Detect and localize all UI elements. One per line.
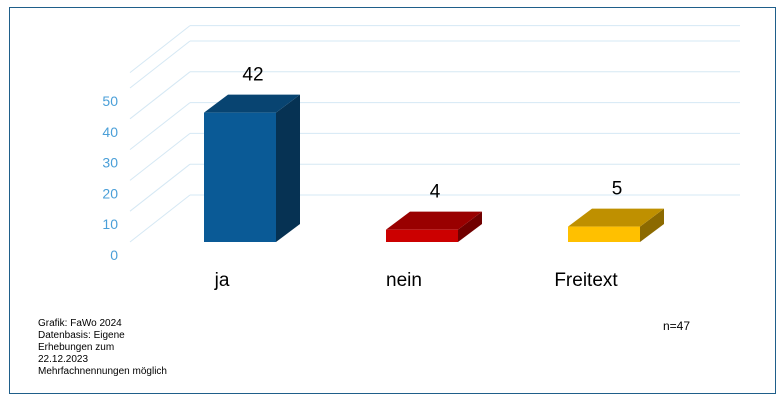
bar <box>568 208 664 242</box>
gridline-diagonal <box>129 194 191 243</box>
gridline-diagonal <box>129 133 191 181</box>
y-tick-label: 40 <box>102 124 118 140</box>
bar-top <box>204 94 300 113</box>
footnote-line: Erhebungen zum <box>38 342 115 353</box>
chart-bars <box>204 94 664 242</box>
gridline-diagonal <box>129 71 191 120</box>
footnote-line: 22.12.2023 <box>38 354 89 365</box>
x-tick-label: Freitext <box>554 270 618 291</box>
sample-size-label: n=47 <box>663 319 691 333</box>
source-footnote: Grafik: FaWo 2024 Datenbasis: Eigene Erh… <box>38 318 198 378</box>
bar-front <box>568 226 640 242</box>
bar-side <box>640 208 664 242</box>
bar-top <box>568 208 664 227</box>
y-tick-label: 30 <box>102 155 118 171</box>
data-label: 42 <box>242 65 263 86</box>
y-tick-label: 10 <box>102 216 118 232</box>
footnote-line: Mehrfachnennungen möglich <box>38 366 167 377</box>
footnote-line: Datenbasis: Eigene <box>38 330 125 341</box>
gridline-diagonal <box>129 163 191 212</box>
y-tick-label: 0 <box>110 247 118 263</box>
x-tick-label: nein <box>386 270 422 291</box>
gridline-diagonal <box>129 25 191 73</box>
gridline-diagonal <box>129 102 191 150</box>
gridline-diagonal <box>129 40 191 89</box>
bar-front <box>386 229 458 242</box>
bar-front <box>204 112 276 242</box>
y-axis-ticks: 0 10 20 30 40 50 <box>102 93 118 263</box>
data-label: 5 <box>612 179 623 200</box>
footnote-line: Grafik: FaWo 2024 <box>38 318 122 329</box>
bar <box>204 94 300 242</box>
bar <box>386 211 482 242</box>
data-label: 4 <box>430 182 441 203</box>
y-tick-label: 50 <box>102 93 118 109</box>
x-tick-label: ja <box>214 270 230 291</box>
y-tick-label: 20 <box>102 185 118 201</box>
bar-side <box>458 211 482 242</box>
data-labels: 42 4 5 <box>242 65 622 203</box>
x-axis-labels: ja nein Freitext <box>214 270 619 291</box>
bar-top <box>386 211 482 230</box>
bar-side <box>276 94 300 242</box>
